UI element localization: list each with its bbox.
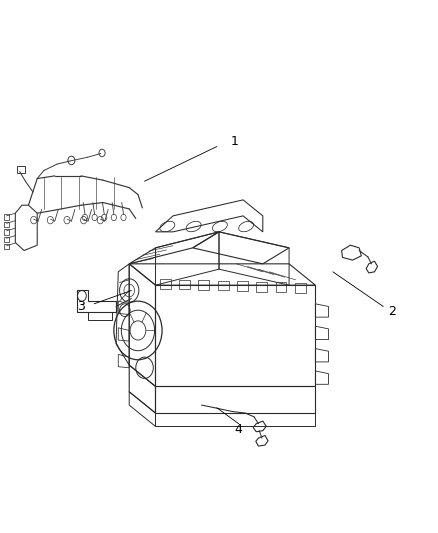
Bar [295,283,306,293]
Bar [4,222,9,227]
Text: 2: 2 [388,305,396,318]
Bar [256,282,267,292]
Bar [4,229,9,235]
Bar [160,279,171,289]
Text: 4: 4 [235,423,243,435]
Bar [237,281,248,291]
Text: 3: 3 [77,300,85,313]
Text: 1: 1 [230,135,238,148]
Bar [198,280,209,290]
Bar [17,166,25,173]
Bar [4,214,9,220]
Bar [179,280,190,289]
Bar [4,237,9,242]
Bar [4,244,9,249]
Bar [218,281,229,290]
Bar [276,282,286,292]
